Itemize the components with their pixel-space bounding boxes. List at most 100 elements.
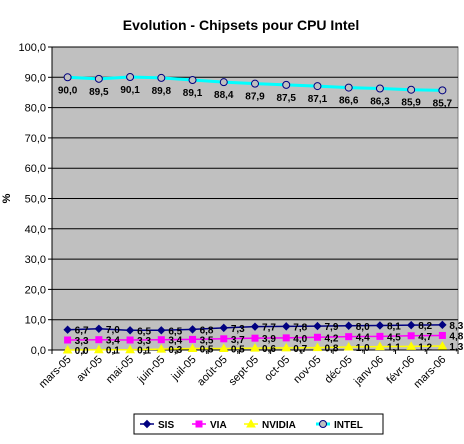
point-nvidia — [437, 341, 448, 350]
series-layer — [62, 72, 448, 354]
point-intel — [188, 76, 197, 85]
data-label-nvidia: 0,1 — [106, 346, 120, 357]
point-nvidia — [218, 343, 229, 352]
point-nvidia — [156, 344, 167, 353]
point-via — [220, 335, 228, 343]
legend-label-sis: SIS — [158, 420, 174, 431]
data-label-via: 3,4 — [168, 336, 182, 347]
data-label-nvidia: 0,6 — [262, 344, 276, 355]
data-label-sis: 7,8 — [293, 322, 307, 333]
data-label-nvidia: 0,5 — [231, 344, 245, 355]
data-label-intel: 89,1 — [183, 88, 203, 99]
point-nvidia — [125, 344, 135, 354]
y-tick-label: 10,0 — [25, 315, 46, 327]
point-via — [157, 336, 165, 344]
data-label-sis: 7,9 — [325, 322, 339, 333]
legend-marker-nvidia — [246, 418, 256, 428]
point-via — [407, 332, 415, 340]
point-sis — [375, 321, 385, 330]
data-label-via: 4,4 — [356, 333, 370, 344]
data-label-intel: 87,9 — [245, 92, 265, 103]
y-tick-label: 0,0 — [31, 345, 46, 357]
point-sis — [250, 322, 260, 331]
point-intel — [407, 85, 416, 94]
legend: SIS VIA NVIDIA INTEL — [133, 413, 384, 435]
x-tick-label: nov-05 — [291, 354, 323, 386]
x-tick-label: sept-05 — [227, 354, 261, 388]
data-label-nvidia: 1,2 — [418, 342, 432, 353]
legend-label-intel: INTEL — [334, 420, 363, 431]
y-tick-label: 60,0 — [25, 163, 46, 175]
data-label-intel: 87,1 — [308, 94, 328, 105]
y-tick-label: 30,0 — [25, 254, 46, 266]
y-tick-label: 50,0 — [25, 194, 46, 206]
x-tick-label: août-05 — [195, 354, 230, 389]
x-tick-label: oct-05 — [262, 354, 292, 384]
point-sis — [188, 325, 197, 334]
point-intel — [94, 74, 103, 83]
point-intel — [375, 84, 384, 93]
point-intel — [126, 72, 135, 81]
data-label-via: 4,7 — [418, 332, 432, 343]
point-via — [282, 334, 290, 342]
point-intel — [219, 78, 228, 87]
data-label-via: 4,2 — [325, 333, 339, 344]
point-via — [126, 336, 134, 344]
legend-label-nvidia: NVIDIA — [262, 420, 296, 431]
point-intel — [251, 79, 259, 88]
data-label-intel: 89,8 — [152, 86, 172, 97]
x-tick-label: mars-05 — [37, 354, 74, 391]
data-label-sis: 8,1 — [387, 321, 401, 332]
x-tick-label: juil-05 — [169, 354, 199, 384]
data-label-sis: 8,2 — [418, 321, 432, 332]
point-nvidia — [312, 342, 323, 352]
point-intel — [344, 83, 353, 92]
data-label-nvidia: 1,1 — [387, 343, 401, 354]
data-label-via: 4,5 — [387, 332, 401, 343]
x-tick-label: déc-05 — [323, 354, 355, 386]
data-labels-layer: 6,7 7,0 6,5 6,5 6,8 7,3 7,7 7,8 7,9 8,0 8,1 8,2 8,3 3… — [58, 85, 464, 357]
point-nvidia — [62, 344, 73, 354]
point-nvidia — [281, 342, 292, 352]
point-sis — [157, 326, 166, 335]
data-label-sis: 6,7 — [75, 326, 89, 337]
point-via — [95, 336, 103, 344]
data-label-via: 3,7 — [231, 335, 245, 346]
x-tick-label: juin-05 — [135, 354, 168, 387]
point-nvidia — [93, 344, 104, 354]
x-tick-label: mars-06 — [411, 354, 448, 391]
point-via — [345, 333, 353, 341]
point-intel — [438, 86, 447, 95]
data-label-intel: 85,7 — [433, 98, 453, 109]
data-label-sis: 6,5 — [168, 326, 182, 337]
data-label-sis: 7,0 — [106, 325, 120, 336]
data-label-intel: 90,1 — [120, 85, 140, 96]
data-label-via: 3,4 — [106, 336, 120, 347]
chart-title: Evolution - Chipsets pour CPU Intel — [123, 17, 359, 33]
data-label-via: 3,9 — [262, 334, 276, 345]
point-sis — [282, 322, 291, 331]
data-label-nvidia: 0,5 — [200, 344, 214, 355]
data-label-nvidia: 0,3 — [168, 345, 182, 356]
legend-marker-via — [195, 420, 203, 428]
data-label-sis: 6,5 — [137, 326, 151, 337]
data-label-via: 4,0 — [293, 334, 307, 345]
data-label-intel: 86,3 — [370, 97, 390, 108]
data-label-sis: 6,8 — [200, 325, 214, 336]
x-tick-label: janv-06 — [351, 354, 386, 389]
point-sis — [94, 324, 104, 333]
point-via — [251, 334, 259, 342]
point-sis — [406, 320, 416, 330]
data-label-via: 3,5 — [200, 335, 214, 346]
y-tick-label: 70,0 — [25, 133, 46, 145]
point-via — [313, 333, 321, 341]
point-nvidia — [343, 341, 354, 351]
legend-box — [133, 413, 384, 435]
data-label-intel: 85,9 — [401, 98, 421, 109]
data-label-nvidia: 0,7 — [293, 344, 307, 355]
data-label-nvidia: 0,8 — [325, 344, 339, 355]
series-sis — [63, 320, 447, 335]
y-axis-ticks: 0,0 10,0 20,0 30,0 40,0 50,0 60,0 70,0 80,0 90,0 1… — [18, 42, 53, 357]
